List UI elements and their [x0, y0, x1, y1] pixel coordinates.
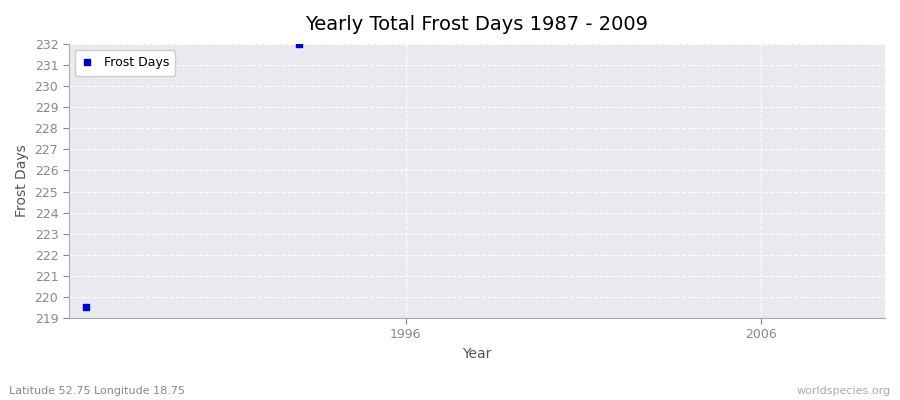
- Text: worldspecies.org: worldspecies.org: [796, 386, 891, 396]
- Text: Latitude 52.75 Longitude 18.75: Latitude 52.75 Longitude 18.75: [9, 386, 185, 396]
- Frost Days: [292, 41, 307, 47]
- Legend: Frost Days: Frost Days: [75, 50, 176, 76]
- X-axis label: Year: Year: [463, 347, 491, 361]
- Frost Days: [79, 304, 94, 311]
- Y-axis label: Frost Days: Frost Days: [15, 144, 29, 217]
- Title: Yearly Total Frost Days 1987 - 2009: Yearly Total Frost Days 1987 - 2009: [305, 15, 648, 34]
